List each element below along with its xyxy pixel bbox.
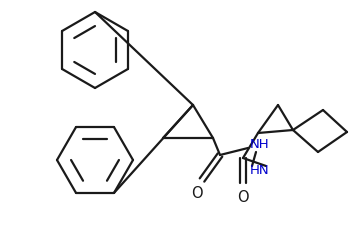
Text: NH: NH [250, 138, 270, 150]
Text: O: O [191, 186, 203, 201]
Text: HN: HN [250, 165, 270, 178]
Text: O: O [237, 190, 249, 205]
